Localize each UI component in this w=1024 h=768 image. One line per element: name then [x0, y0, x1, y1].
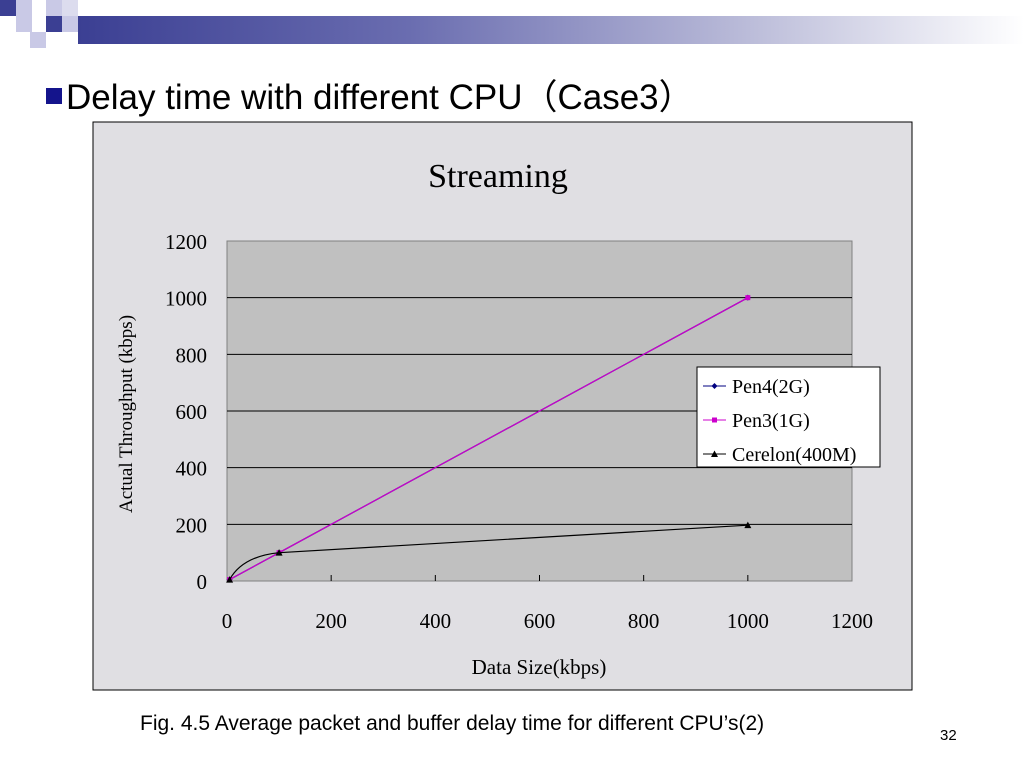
figure-caption: Fig. 4.5 Average packet and buffer delay… — [140, 712, 765, 735]
x-tick-label: 1000 — [727, 609, 769, 633]
legend-entry: Pen3(1G) — [703, 410, 810, 432]
decorative-square — [16, 16, 32, 32]
series-Pen4(2G) — [226, 294, 751, 583]
gridlines — [227, 297, 852, 525]
legend-box — [696, 366, 881, 468]
x-tick-label: 0 — [222, 609, 233, 633]
legend-entry: Cerelon(400M) — [703, 444, 856, 466]
data-point — [276, 550, 282, 556]
legend-label: Pen4(2G) — [732, 376, 810, 398]
series-Cerelon(400M) — [226, 521, 752, 583]
data-point — [226, 576, 234, 583]
decorative-square — [46, 0, 62, 16]
bullet-square-icon — [46, 88, 62, 104]
decorative-square — [16, 0, 32, 16]
y-tick-label: 1000 — [165, 287, 207, 311]
decorative-square — [62, 0, 78, 16]
data-point — [275, 549, 283, 556]
data-point — [745, 295, 751, 301]
legend-marker — [711, 450, 718, 457]
data-point — [226, 576, 233, 583]
data-point — [744, 294, 751, 301]
chart-frame — [92, 121, 913, 691]
data-point — [227, 577, 233, 583]
x-tick-label: 800 — [628, 609, 660, 633]
decorative-square — [0, 0, 16, 16]
y-tick-label: 800 — [176, 343, 208, 367]
decorative-square — [46, 16, 62, 32]
y-axis-label: Actual Throughput (kbps) — [116, 315, 137, 513]
y-tick-label: 400 — [176, 457, 208, 481]
series-line — [229, 297, 749, 581]
y-axis-tick-labels: 0 200 400 600 800 1000 1200 — [165, 230, 207, 594]
y-tick-label: 600 — [176, 400, 208, 424]
data-point — [276, 549, 283, 556]
slide-title-text: Delay time with different CPU（Case3） — [66, 77, 694, 117]
x-tick-label: 400 — [420, 609, 452, 633]
legend-label: Pen3(1G) — [732, 410, 810, 432]
plot-area — [226, 240, 853, 582]
series-line — [229, 297, 749, 581]
header-bar — [0, 0, 1024, 52]
data-point — [744, 521, 752, 529]
page-number: 32 — [940, 727, 957, 744]
y-tick-label: 0 — [197, 570, 208, 594]
decorative-square — [62, 16, 78, 32]
legend-items: Pen4(2G) Pen3(1G) Cerelon(400M) — [703, 376, 856, 466]
x-tick-label: 1200 — [831, 609, 873, 633]
header-gradient-bar — [78, 16, 1024, 44]
chart-title: Streaming — [428, 158, 568, 195]
legend-marker — [712, 417, 717, 423]
series-line — [229, 524, 748, 580]
series-layer — [226, 294, 752, 583]
legend-label: Cerelon(400M) — [732, 444, 856, 466]
series-Pen3(1G) — [227, 295, 751, 583]
x-axis-tick-labels: 0 200 400 600 800 1000 1200 — [222, 609, 873, 633]
y-tick-label: 200 — [176, 513, 208, 537]
y-tick-label: 1200 — [165, 230, 207, 254]
legend-entry: Pen4(2G) — [703, 376, 810, 398]
x-tick-label: 200 — [315, 609, 347, 633]
slide-title: Delay time with different CPU（Case3） — [46, 70, 694, 118]
x-axis-ticks — [330, 575, 749, 581]
legend-marker — [711, 383, 718, 389]
decorative-square — [30, 32, 46, 48]
legend: Pen4(2G) Pen3(1G) Cerelon(400M) — [696, 366, 881, 468]
x-tick-label: 600 — [524, 609, 556, 633]
x-axis-label: Data Size(kbps) — [472, 655, 607, 679]
